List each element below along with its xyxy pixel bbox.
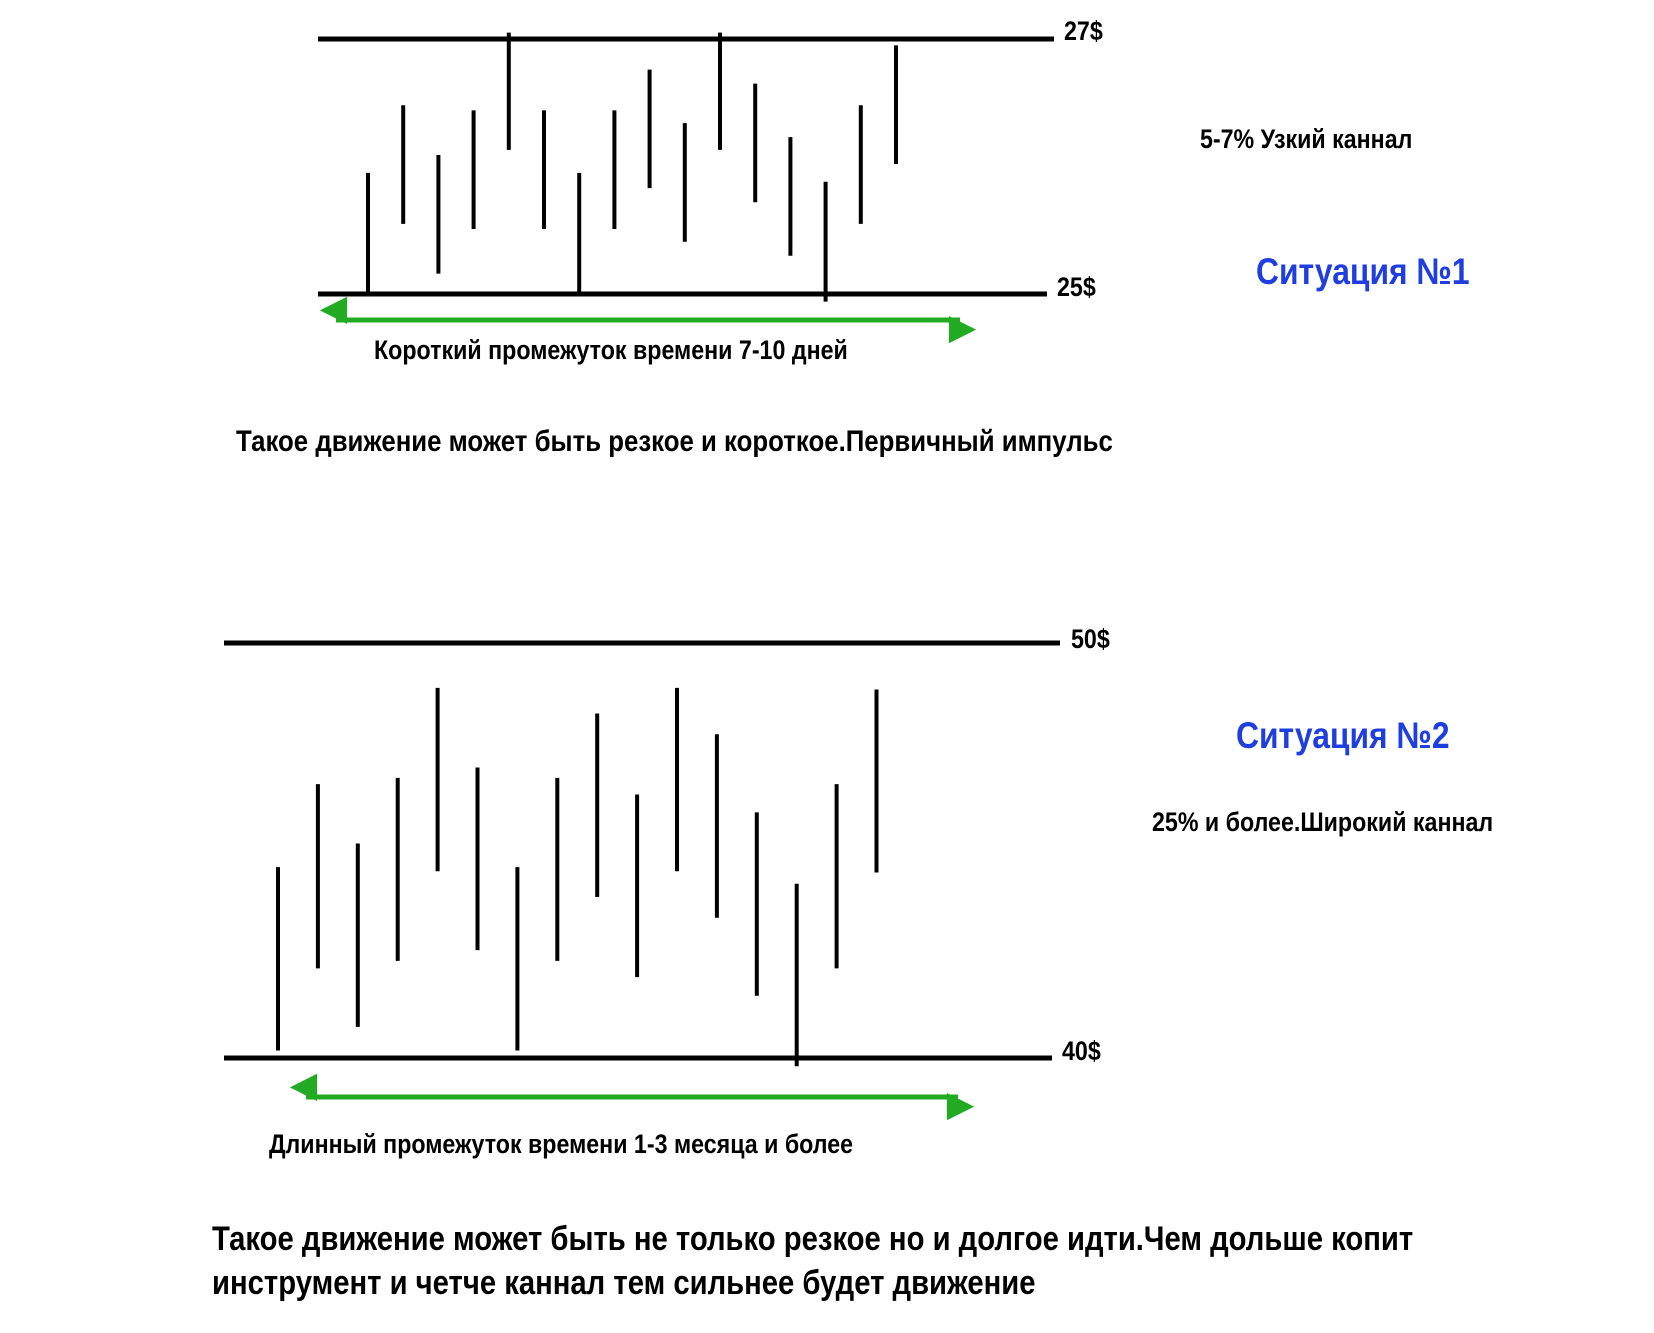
situation-conclusion: Такое движение может быть резкое и корот… [236,425,1113,458]
situation-title: Ситуация №2 [1236,715,1450,756]
time-span-label: Длинный промежуток времени 1-3 месяца и … [269,1129,854,1159]
situation-conclusion-line-1: Такое движение может быть не только резк… [212,1220,1414,1258]
time-span-label: Короткий промежуток времени 7-10 дней [374,335,848,365]
upper-level-label: 50$ [1071,624,1110,654]
price-bars [366,32,898,302]
channel-width-note: 25% и более.Широкий каннал [1152,807,1494,837]
lower-level-label: 25$ [1057,272,1096,302]
situation-title: Ситуация №1 [1256,251,1470,292]
upper-level-label: 27$ [1064,16,1103,46]
channel-width-note: 5-7% Узкий каннал [1200,124,1413,154]
situation-conclusion-line-2: инструмент и четче каннал тем сильнее бу… [212,1264,1036,1302]
lower-level-label: 40$ [1062,1036,1101,1066]
price-bars [276,687,879,1067]
